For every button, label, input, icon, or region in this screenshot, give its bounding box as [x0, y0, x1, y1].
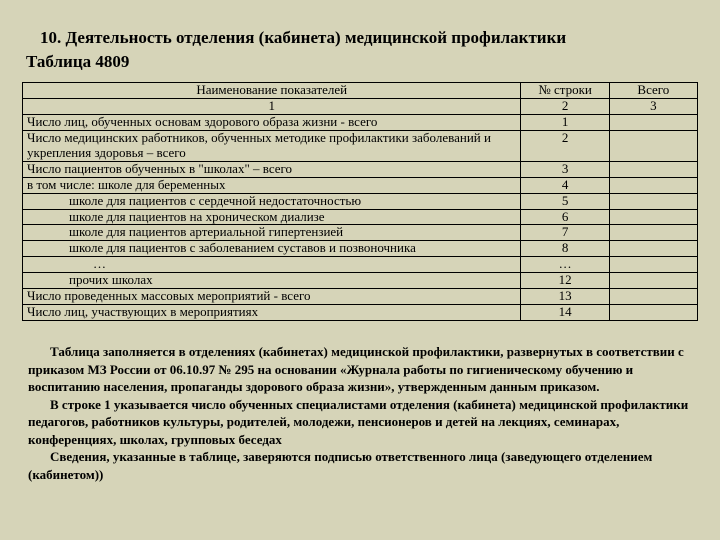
data-table: Наименование показателей № строки Всего … [22, 82, 698, 321]
table-row: школе для пациентов с сердечной недостат… [23, 193, 698, 209]
cell-line: 8 [521, 241, 609, 257]
table-row: Число пациентов обученных в "школах" – в… [23, 161, 698, 177]
section-title: 10. Деятельность отделения (кабинета) ме… [22, 28, 698, 48]
table-header-row: Наименование показателей № строки Всего [23, 83, 698, 99]
cell-name: школе для пациентов на хроническом диали… [23, 209, 521, 225]
table-row: в том числе: школе для беременных4 [23, 177, 698, 193]
cell-total [609, 273, 697, 289]
cell-line: 6 [521, 209, 609, 225]
footnote-p2: В строке 1 указывается число обученных с… [28, 396, 692, 449]
footnote-block: Таблица заполняется в отделениях (кабине… [22, 343, 698, 483]
table-row: Число проведенных массовых мероприятий -… [23, 289, 698, 305]
cell-line: 1 [521, 114, 609, 130]
cell-total [609, 209, 697, 225]
table-row: Число медицинских работников, обученных … [23, 130, 698, 161]
colnum-3: 3 [609, 98, 697, 114]
cell-total [609, 305, 697, 321]
cell-name: Число проведенных массовых мероприятий -… [23, 289, 521, 305]
cell-line: 4 [521, 177, 609, 193]
cell-name: Число лиц, обученных основам здорового о… [23, 114, 521, 130]
cell-name: в том числе: школе для беременных [23, 177, 521, 193]
footnote-p3: Сведения, указанные в таблице, заверяютс… [28, 448, 692, 483]
table-row: школе для пациентов на хроническом диали… [23, 209, 698, 225]
cell-total [609, 130, 697, 161]
cell-name: Число медицинских работников, обученных … [23, 130, 521, 161]
colnum-1: 1 [23, 98, 521, 114]
table-row: прочих школах12 [23, 273, 698, 289]
cell-total [609, 289, 697, 305]
cell-line: 2 [521, 130, 609, 161]
cell-total [609, 114, 697, 130]
table-row: Число лиц, обученных основам здорового о… [23, 114, 698, 130]
table-row: …… [23, 257, 698, 273]
table-row: школе для пациентов артериальной гиперте… [23, 225, 698, 241]
colnum-2: 2 [521, 98, 609, 114]
document-page: 10. Деятельность отделения (кабинета) ме… [0, 0, 720, 540]
cell-name: Число пациентов обученных в "школах" – в… [23, 161, 521, 177]
cell-name: школе для пациентов артериальной гиперте… [23, 225, 521, 241]
cell-total [609, 177, 697, 193]
table-row: школе для пациентов с заболеванием суста… [23, 241, 698, 257]
cell-total [609, 193, 697, 209]
cell-total [609, 225, 697, 241]
header-total: Всего [609, 83, 697, 99]
table-row: Число лиц, участвующих в мероприятиях14 [23, 305, 698, 321]
cell-name: школе для пациентов с сердечной недостат… [23, 193, 521, 209]
header-name: Наименование показателей [23, 83, 521, 99]
cell-line: 3 [521, 161, 609, 177]
cell-name: Число лиц, участвующих в мероприятиях [23, 305, 521, 321]
cell-line: 14 [521, 305, 609, 321]
cell-total [609, 161, 697, 177]
cell-name: … [23, 257, 521, 273]
cell-line: 13 [521, 289, 609, 305]
cell-line: 5 [521, 193, 609, 209]
table-colnum-row: 1 2 3 [23, 98, 698, 114]
cell-line: 7 [521, 225, 609, 241]
cell-total [609, 241, 697, 257]
cell-name: прочих школах [23, 273, 521, 289]
cell-total [609, 257, 697, 273]
footnote-p1: Таблица заполняется в отделениях (кабине… [28, 343, 692, 396]
header-line: № строки [521, 83, 609, 99]
cell-name: школе для пациентов с заболеванием суста… [23, 241, 521, 257]
cell-line: 12 [521, 273, 609, 289]
table-number: Таблица 4809 [22, 52, 698, 72]
cell-line: … [521, 257, 609, 273]
